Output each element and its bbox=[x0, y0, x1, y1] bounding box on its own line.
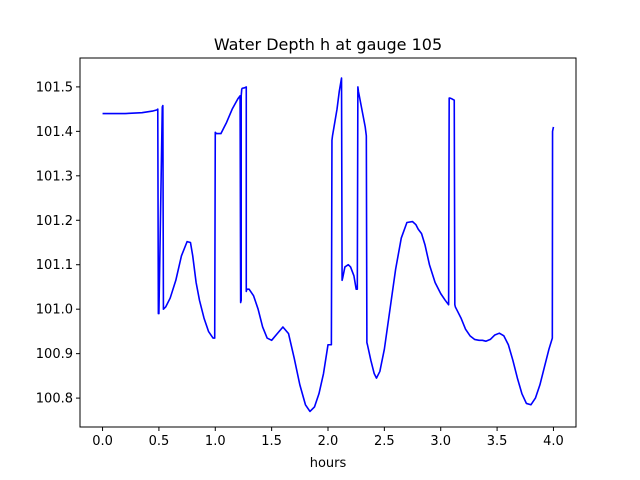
x-tick-label: 1.5 bbox=[261, 434, 282, 449]
x-tick-label: 3.0 bbox=[430, 434, 451, 449]
x-tick-label: 2.0 bbox=[318, 434, 339, 449]
plot-area bbox=[102, 77, 555, 413]
x-tick-label: 3.5 bbox=[487, 434, 508, 449]
y-tick-label: 100.8 bbox=[36, 392, 73, 407]
x-tick-label: 0.0 bbox=[92, 434, 113, 449]
y-tick-label: 101.1 bbox=[36, 258, 73, 273]
x-tick-label: 4.0 bbox=[543, 434, 564, 449]
y-axis: 100.8 100.9 101.0 101.1 101.2 101.3 101.4 101.5 bbox=[36, 80, 80, 407]
y-tick-label: 101.3 bbox=[36, 169, 73, 184]
x-tick-label: 2.5 bbox=[374, 434, 395, 449]
chart-title: Water Depth h at gauge 105 bbox=[214, 35, 442, 54]
x-tick-label: 1.0 bbox=[205, 434, 226, 449]
axes-frame bbox=[79, 57, 577, 428]
y-tick-label: 101.2 bbox=[36, 214, 73, 229]
x-axis-label: hours bbox=[310, 456, 347, 471]
y-tick-label: 101.4 bbox=[36, 125, 73, 140]
y-tick-label: 101.5 bbox=[36, 80, 73, 95]
x-tick-label: 0.5 bbox=[149, 434, 170, 449]
y-tick-label: 100.9 bbox=[36, 347, 73, 362]
x-axis: 0.0 0.5 1.0 1.5 2.0 2.5 3.0 3.5 4.0 bbox=[92, 427, 564, 449]
water-depth-series-line bbox=[102, 77, 555, 413]
y-tick-label: 101.0 bbox=[36, 303, 73, 318]
